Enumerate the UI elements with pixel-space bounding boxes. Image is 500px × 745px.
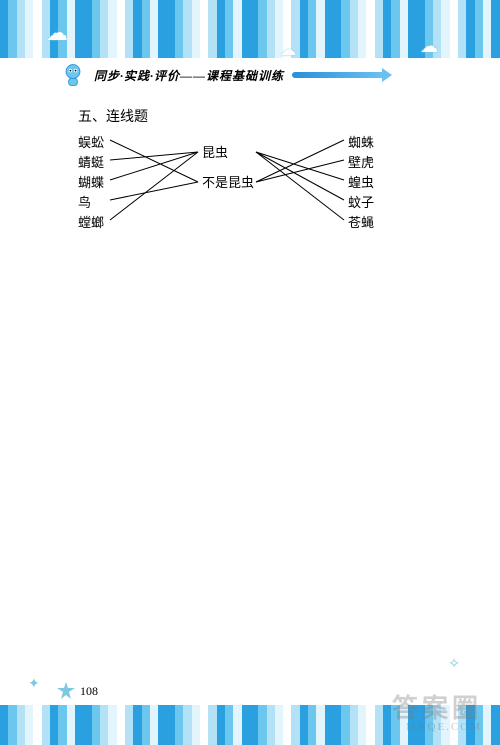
star-icon: ✦ bbox=[28, 676, 40, 693]
watermark-line2: MXQE.COM bbox=[392, 721, 482, 733]
watermark-line1: 答案圈 bbox=[392, 688, 482, 725]
watermark: 答案圈 MXQE.COM bbox=[392, 688, 482, 733]
cloud-icon: ☁ bbox=[280, 40, 296, 60]
header-title: 同步·实践·评价——课程基础训练 bbox=[94, 67, 284, 84]
matching-left-item: 螳螂 bbox=[78, 212, 104, 232]
page-number-wrap: 108 bbox=[56, 681, 98, 701]
matching-left-item: 蝴蝶 bbox=[78, 172, 104, 192]
matching-right-item: 蚊子 bbox=[348, 192, 374, 212]
matching-right-column: 蜘蛛壁虎蝗虫蚊子苍蝇 bbox=[348, 132, 374, 232]
matching-right-item: 壁虎 bbox=[348, 152, 374, 172]
star-icon: ✧ bbox=[448, 656, 460, 673]
page-number: 108 bbox=[80, 684, 98, 699]
matching-left-column: 蜈蚣蜻蜓蝴蝶鸟螳螂 bbox=[78, 132, 104, 232]
matching-mid-column: 昆虫不是昆虫 bbox=[202, 142, 254, 202]
cloud-icon: ☁ bbox=[420, 36, 438, 57]
page-header: 同步·实践·评价——课程基础训练 bbox=[60, 62, 480, 88]
matching-right-item: 苍蝇 bbox=[348, 212, 374, 232]
matching-lines bbox=[78, 132, 438, 252]
star-icon bbox=[56, 681, 76, 701]
cloud-icon: ☁ bbox=[46, 20, 68, 46]
matching-left-item: 蜈蚣 bbox=[78, 132, 104, 152]
matching-mid-item: 不是昆虫 bbox=[202, 172, 254, 202]
matching-left-item: 蜻蜓 bbox=[78, 152, 104, 172]
matching-right-item: 蜘蛛 bbox=[348, 132, 374, 152]
section-title: 五、连线题 bbox=[78, 106, 148, 126]
mascot-icon bbox=[60, 62, 86, 88]
header-arrow-icon bbox=[292, 72, 382, 78]
matching-left-item: 鸟 bbox=[78, 192, 104, 212]
matching-right-item: 蝗虫 bbox=[348, 172, 374, 192]
matching-mid-item: 昆虫 bbox=[202, 142, 254, 172]
matching-diagram: 蜈蚣蜻蜓蝴蝶鸟螳螂 昆虫不是昆虫 蜘蛛壁虎蝗虫蚊子苍蝇 bbox=[78, 132, 438, 252]
